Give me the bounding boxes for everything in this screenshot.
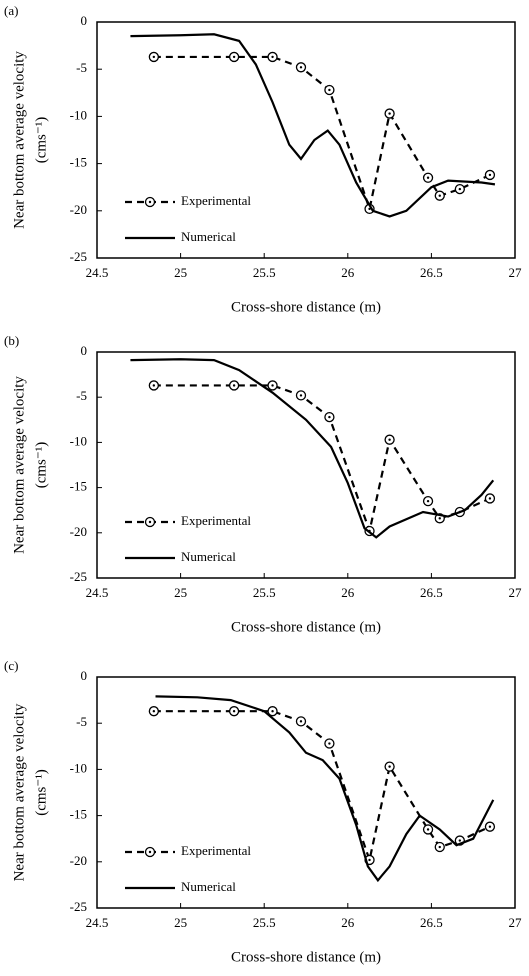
data-point-center (488, 497, 492, 500)
y-tick-label: -20 (70, 524, 87, 539)
y-tick-label: 0 (81, 668, 88, 683)
data-point-center (458, 839, 462, 842)
y-tick-label: 0 (81, 343, 88, 358)
series-line (153, 710, 491, 865)
data-point-center (488, 173, 492, 177)
x-tick-label: 27 (509, 265, 523, 280)
data-point-center (458, 187, 462, 191)
data-point-center (388, 112, 391, 115)
data-point-center (232, 55, 236, 59)
plot-frame (96, 351, 516, 579)
data-point-center (299, 720, 303, 723)
y-tick-label: -10 (70, 107, 87, 122)
data-point-center (388, 438, 391, 441)
x-tick-label: 25 (174, 915, 187, 930)
y-tick-label: -20 (70, 853, 87, 868)
y-axis-title: Near bottom average velocity (11, 51, 27, 229)
y-tick-label: 0 (81, 13, 88, 28)
x-tick-label: 27 (509, 915, 523, 930)
y-axis-title: Near bottom average velocity (11, 376, 27, 554)
series-line (153, 384, 491, 535)
legend-marker-center (148, 520, 152, 524)
data-point-center (328, 742, 331, 745)
y-axis-title: (cms⁻¹) (33, 769, 49, 816)
series-line (153, 55, 491, 214)
x-axis-title: Cross-shore distance (m) (231, 299, 381, 315)
data-point-center (438, 517, 441, 520)
x-tick-label: 24.5 (86, 915, 109, 930)
legend-marker-center (148, 200, 152, 204)
data-point-center (488, 825, 492, 828)
x-tick-label: 25.5 (253, 265, 276, 280)
panel-label: (c) (4, 658, 18, 673)
y-tick-label: -10 (70, 760, 87, 775)
legend-label: Numerical (181, 229, 236, 244)
y-tick-label: -15 (70, 155, 87, 170)
x-tick-label: 26.5 (420, 585, 443, 600)
legend-marker-center (148, 850, 152, 854)
plot-frame (96, 676, 516, 909)
data-point-center (152, 384, 156, 387)
x-tick-label: 26.5 (420, 265, 443, 280)
legend-label: Experimental (181, 513, 251, 528)
x-tick-label: 25 (174, 265, 187, 280)
legend-label: Numerical (181, 879, 236, 894)
data-point-center (152, 55, 156, 59)
data-point-center (426, 828, 430, 831)
y-tick-label: -25 (70, 249, 87, 264)
data-point-center (426, 176, 430, 179)
data-point-center (271, 709, 274, 713)
data-point-center (299, 394, 303, 397)
y-tick-label: -10 (70, 433, 87, 448)
x-tick-label: 26.5 (420, 915, 443, 930)
data-point-center (232, 384, 236, 387)
y-tick-label: -15 (70, 479, 87, 494)
legend-label: Experimental (181, 843, 251, 858)
y-axis-title: (cms⁻¹) (33, 442, 49, 489)
y-tick-label: -5 (76, 60, 87, 75)
x-axis-title: Cross-shore distance (m) (231, 949, 381, 965)
data-point-center (271, 384, 274, 387)
y-tick-label: -25 (70, 569, 87, 584)
y-tick-label: -25 (70, 899, 87, 914)
x-tick-label: 24.5 (86, 265, 109, 280)
x-tick-label: 24.5 (86, 585, 109, 600)
y-axis-title: Near bottom average velocity (11, 703, 27, 881)
data-point-center (438, 845, 441, 849)
data-point-center (299, 66, 303, 69)
data-point-center (232, 709, 236, 713)
x-tick-label: 26 (341, 265, 355, 280)
legend-label: Experimental (181, 193, 251, 208)
series-line (130, 33, 496, 218)
y-tick-label: -5 (76, 714, 87, 729)
x-tick-label: 25.5 (253, 915, 276, 930)
plot-frame (96, 21, 516, 259)
x-axis-title: Cross-shore distance (m) (231, 619, 381, 635)
y-tick-label: -15 (70, 807, 87, 822)
data-point-center (328, 415, 331, 419)
y-tick-label: -20 (70, 202, 87, 217)
data-point-center (426, 499, 430, 503)
data-point-center (368, 858, 371, 862)
x-tick-label: 26 (341, 585, 355, 600)
series-line (130, 358, 495, 539)
x-tick-label: 27 (509, 585, 523, 600)
data-point-center (328, 88, 331, 92)
data-point-center (152, 709, 156, 713)
x-tick-label: 26 (341, 915, 355, 930)
y-tick-label: -5 (76, 388, 87, 403)
x-tick-label: 25 (174, 585, 187, 600)
data-point-center (438, 194, 441, 197)
y-axis-title: (cms⁻¹) (33, 117, 49, 164)
x-tick-label: 25.5 (253, 585, 276, 600)
data-point-center (271, 55, 274, 59)
data-point-center (388, 765, 391, 768)
legend-label: Numerical (181, 549, 236, 564)
series-line (155, 695, 495, 883)
panel-label: (a) (4, 3, 18, 18)
panel-label: (b) (4, 333, 19, 348)
